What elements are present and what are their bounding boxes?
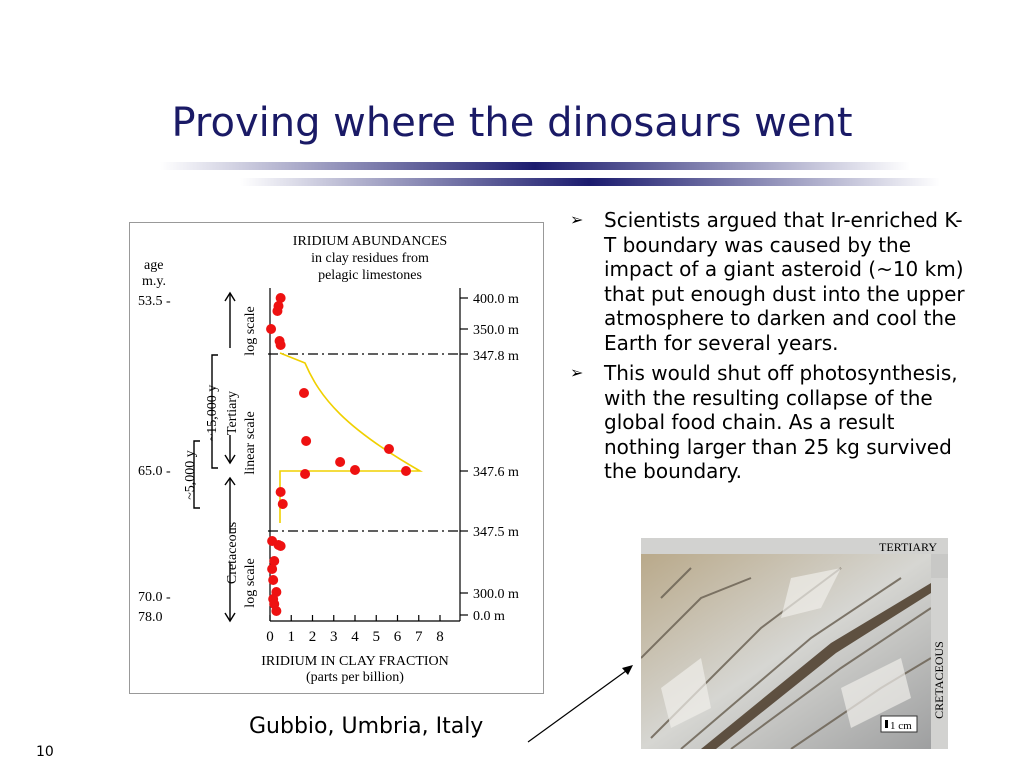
data-point <box>269 556 280 566</box>
data-point <box>268 575 279 585</box>
depth-label: 347.8 m <box>473 349 519 364</box>
log-scale-lower-label: log scale <box>243 558 258 607</box>
depth-label: 400.0 m <box>473 292 519 307</box>
data-point <box>275 293 286 303</box>
log-scale-upper-label: log scale <box>243 306 258 355</box>
kt-boundary-photo: TERTIARY CRETACEOUS 1 cm <box>640 538 948 750</box>
data-point <box>275 541 286 551</box>
figure-title-line-2: in clay residues from <box>311 251 429 266</box>
slide-title: Proving where the dinosaurs went <box>171 100 853 146</box>
data-point <box>277 499 288 509</box>
arrow-bullet-icon: ➢ <box>570 210 584 229</box>
bullet-text: Scientists argued that Ir-enriched K-T b… <box>604 208 965 355</box>
bullet-item: ➢ Scientists argued that Ir-enriched K-T… <box>568 208 968 355</box>
age-label-line-2: m.y. <box>142 274 166 289</box>
tertiary-label: Tertiary <box>225 391 240 435</box>
x-axis-sublabel: (parts per billion) <box>306 670 404 685</box>
x-tick-label: 6 <box>394 629 402 645</box>
depth-label: 0.0 m <box>473 609 505 624</box>
age-tick: 70.0 - <box>138 590 171 605</box>
depth-label: 347.6 m <box>473 465 519 480</box>
data-point <box>350 465 360 475</box>
data-point <box>384 444 394 454</box>
age-tick: 53.5 - <box>138 294 171 309</box>
cretaceous-label: Cretaceous <box>225 522 240 584</box>
age-label-line-1: age <box>144 258 163 273</box>
photo-scale-label: 1 cm <box>890 720 912 732</box>
age-tick: 78.0 <box>138 610 163 625</box>
data-point <box>275 340 286 350</box>
duration-short-label: ~5,000 y <box>183 450 198 500</box>
x-tick-label: 2 <box>309 629 317 645</box>
title-divider-bottom <box>240 178 940 186</box>
clay-layer-shape <box>701 583 931 749</box>
data-point <box>266 324 277 334</box>
x-tick-label: 7 <box>415 629 423 645</box>
page-number: 10 <box>36 744 54 760</box>
duration-long-label: ~15,000 y <box>205 385 220 442</box>
x-axis-label: IRIDIUM IN CLAY FRACTION <box>261 654 449 669</box>
figure-title-line-3: pelagic limestones <box>318 268 422 283</box>
x-tick-label: 4 <box>351 629 359 645</box>
age-tick: 65.0 - <box>138 464 171 479</box>
depth-label: 300.0 m <box>473 587 519 602</box>
scale-bar-icon <box>885 720 888 728</box>
data-point <box>301 436 312 446</box>
photo-side-label: CRETACEOUS <box>932 641 946 719</box>
figure-title-line-1: IRIDIUM ABUNDANCES <box>293 234 447 249</box>
data-point <box>275 487 286 497</box>
data-point <box>271 606 282 616</box>
iridium-figure: IRIDIUM ABUNDANCES in clay residues from… <box>129 222 544 694</box>
x-tick-label: 8 <box>436 629 444 645</box>
trend-curve <box>279 352 424 523</box>
arrow-bullet-icon: ➢ <box>570 363 584 382</box>
depth-label: 347.5 m <box>473 525 519 540</box>
bullet-text: This would shut off photosynthesis, with… <box>604 361 958 483</box>
iridium-chart: IRIDIUM ABUNDANCES in clay residues from… <box>138 234 519 685</box>
linear-scale-label: linear scale <box>243 411 258 474</box>
photo-caption: Gubbio, Umbria, Italy <box>249 714 484 739</box>
data-point <box>299 388 309 398</box>
x-tick-label: 0 <box>266 629 274 645</box>
depth-label: 350.0 m <box>473 323 519 338</box>
data-point <box>300 469 311 479</box>
x-tick-label: 3 <box>330 629 338 645</box>
data-point <box>267 564 278 574</box>
data-point <box>335 457 346 467</box>
title-divider-top <box>160 162 910 170</box>
x-tick-label: 5 <box>373 629 381 645</box>
plot-frame <box>269 288 461 622</box>
data-point <box>401 466 411 476</box>
x-tick-label: 1 <box>288 629 296 645</box>
data-point <box>272 306 283 316</box>
bullet-item: ➢ This would shut off photosynthesis, wi… <box>568 361 968 484</box>
bullet-list: ➢ Scientists argued that Ir-enriched K-T… <box>568 208 968 490</box>
photo-top-label: TERTIARY <box>879 540 937 554</box>
